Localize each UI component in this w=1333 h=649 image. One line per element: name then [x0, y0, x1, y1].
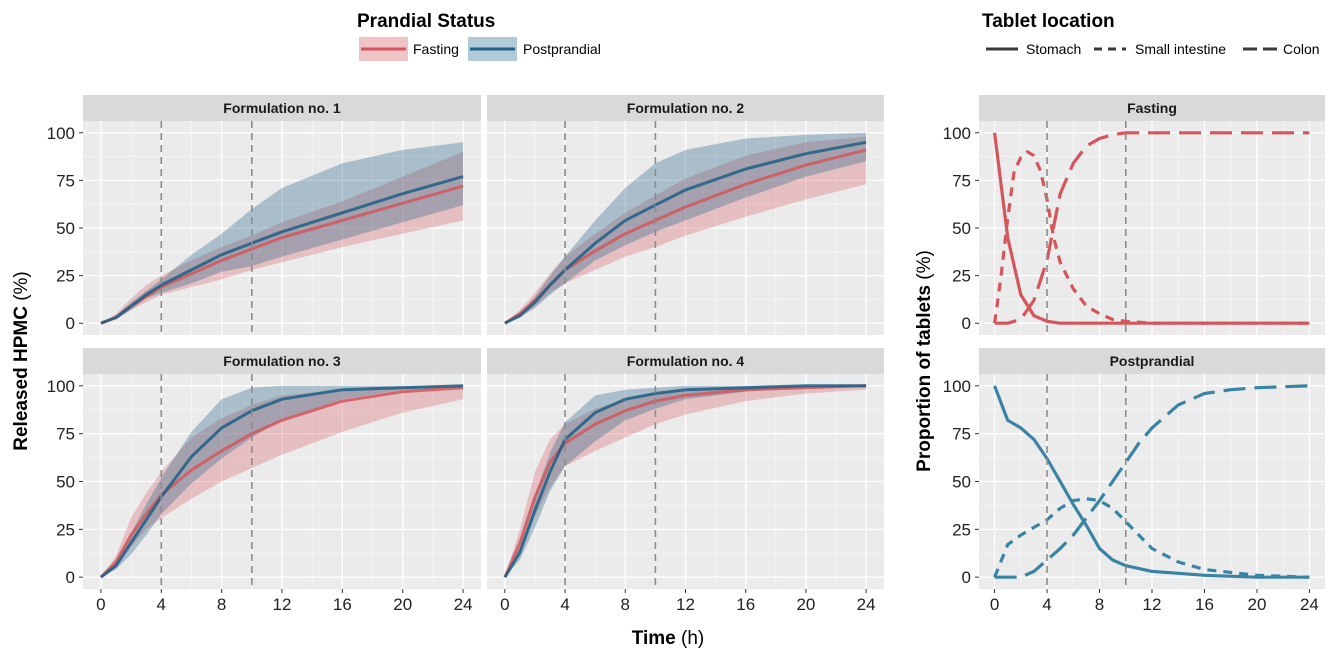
legend-prandial: Prandial Status Fasting Postprandial [357, 11, 601, 61]
x-tick-label: 24 [857, 595, 876, 614]
legend-item-stomach: Stomach [986, 41, 1081, 57]
y-tick-label: 100 [943, 377, 971, 396]
band-fasting [504, 385, 867, 578]
panel-6: Postprandial 0 25 50 75 100 0 4 8 12 16 20 24 [943, 348, 1325, 614]
x-tick-label: 20 [1247, 595, 1266, 614]
legend-label-colon: Colon [1283, 41, 1320, 57]
y-tick-label: 50 [56, 473, 75, 492]
panel-title: Fasting [1127, 100, 1177, 116]
line-postprandial [504, 140, 867, 325]
panel-strip [487, 348, 884, 374]
x-tick-label: 0 [96, 595, 105, 614]
panel-title: Formulation no. 1 [223, 100, 341, 116]
y-tick-label: 100 [943, 124, 971, 143]
y-tick-label: 25 [952, 520, 971, 539]
legend-label-postprandial: Postprandial [523, 41, 601, 57]
right-y-axis-title: Proportion of tablets (%) [914, 250, 935, 472]
band-postprandial [504, 385, 867, 578]
legend-label-stomach: Stomach [1026, 41, 1081, 57]
x-tick-label: 16 [333, 595, 352, 614]
x-tick-label: 4 [1042, 595, 1051, 614]
panel-5: Fasting 0 25 50 75 100 [943, 95, 1325, 335]
panel-4: Formulation no. 4 0 4 8 12 16 20 24 [487, 348, 884, 614]
y-tick-label: 75 [56, 171, 75, 190]
band-postprandial [100, 385, 464, 578]
x-tick-label: 12 [273, 595, 292, 614]
panel-strip [83, 95, 481, 121]
panel-1: Formulation no. 1 0 25 50 75 100 [47, 95, 481, 335]
y-tick-label: 0 [962, 568, 971, 587]
y-tick-label: 75 [952, 171, 971, 190]
right-y-axis-title-main: Proportion of tablets [914, 285, 935, 472]
legend-location-title: Tablet location [982, 11, 1115, 32]
legend-item-fasting: Fasting [359, 37, 459, 61]
y-tick-label: 100 [47, 377, 75, 396]
right-y-axis-title-unit: (%) [914, 250, 935, 285]
panel-title: Formulation no. 3 [223, 353, 341, 369]
legend-item-colon: Colon [1243, 41, 1320, 57]
line-fasting [503, 384, 867, 578]
y-tick-label: 50 [952, 473, 971, 492]
panel-strip [979, 95, 1325, 121]
line-postprandial [99, 384, 464, 579]
y-tick-label: 0 [66, 568, 75, 587]
panel-strip [487, 95, 884, 121]
panel-title: Postprandial [1110, 353, 1195, 369]
x-axis-title: Time (h) [632, 628, 705, 649]
x-tick-label: 8 [1095, 595, 1104, 614]
line-postprandial [100, 175, 464, 325]
legend-location: Tablet location Stomach Small intestine … [982, 11, 1320, 57]
panel-strip [83, 348, 481, 374]
left-y-axis-title-unit: (%) [11, 271, 32, 306]
line-colon [994, 384, 1310, 579]
left-y-axis-title-main: Released HPMC [11, 306, 32, 451]
x-tick-label: 8 [217, 595, 226, 614]
legend-label-fasting: Fasting [413, 41, 459, 57]
line-stomach [993, 385, 1310, 579]
x-tick-label: 4 [157, 595, 166, 614]
y-tick-label: 0 [66, 314, 75, 333]
legend-item-small-intestine: Small intestine [1094, 41, 1226, 57]
x-tick-label: 16 [736, 595, 755, 614]
y-tick-label: 100 [47, 124, 75, 143]
band-postprandial [504, 132, 867, 324]
x-tick-label: 0 [990, 595, 999, 614]
x-axis-title-main: Time [632, 628, 676, 649]
y-tick-label: 50 [952, 219, 971, 238]
x-tick-label: 12 [1143, 595, 1162, 614]
panel-strip [979, 348, 1325, 374]
panel-3: Formulation no. 3 0 25 50 75 100 0 4 8 12 16 20 24 [47, 348, 481, 614]
y-tick-label: 75 [952, 425, 971, 444]
y-tick-label: 25 [952, 267, 971, 286]
y-tick-label: 0 [962, 314, 971, 333]
line-postprandial [503, 384, 867, 578]
x-tick-label: 20 [393, 595, 412, 614]
x-tick-label: 12 [676, 595, 695, 614]
panel-2: Formulation no. 2 [487, 95, 884, 335]
y-tick-label: 25 [56, 267, 75, 286]
x-tick-label: 0 [500, 595, 509, 614]
panel-title: Formulation no. 2 [627, 100, 745, 116]
x-tick-label: 24 [454, 595, 473, 614]
y-tick-label: 50 [56, 219, 75, 238]
legend-item-postprandial: Postprandial [468, 37, 601, 61]
legend-prandial-title: Prandial Status [357, 11, 495, 32]
y-tick-label: 75 [56, 425, 75, 444]
panel-title: Formulation no. 4 [627, 353, 745, 369]
line-colon [994, 131, 1310, 325]
y-tick-label: 25 [56, 520, 75, 539]
x-tick-label: 16 [1195, 595, 1214, 614]
x-tick-label: 24 [1300, 595, 1319, 614]
legend-label-small-intestine: Small intestine [1135, 41, 1226, 57]
x-tick-label: 20 [796, 595, 815, 614]
band-fasting [504, 136, 867, 324]
left-y-axis-title: Released HPMC (%) [11, 271, 32, 451]
x-tick-label: 8 [621, 595, 630, 614]
x-axis-title-unit: (h) [676, 628, 705, 649]
line-fasting [99, 386, 464, 579]
x-tick-label: 4 [560, 595, 569, 614]
